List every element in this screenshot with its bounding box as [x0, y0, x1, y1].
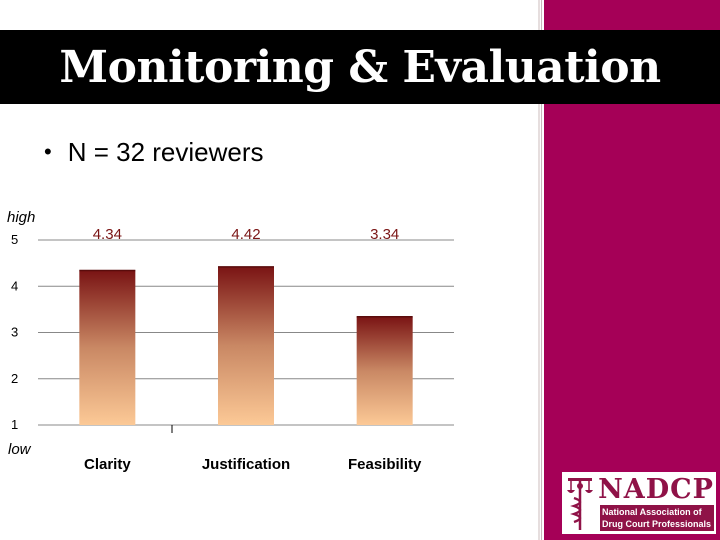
- bar-feasibility: [356, 316, 413, 425]
- bar-clarity: [79, 270, 136, 425]
- bar-chart: 1 2 3 4 5 high low 4.34 Clarity 4.42 Justification…: [7, 209, 454, 473]
- logo-subtitle-line-2: Drug Court Professionals: [602, 519, 712, 529]
- data-label-clarity: 4.34: [93, 226, 122, 243]
- y-tick-label-2: 2: [11, 371, 18, 386]
- category-label-clarity: Clarity: [84, 456, 131, 473]
- title-bar: Monitoring & Evaluation: [0, 30, 720, 104]
- logo-subtitle: National Association of Drug Court Profe…: [600, 505, 714, 531]
- slide-title: Monitoring & Evaluation: [59, 41, 661, 93]
- category-label-feasibility: Feasibility: [348, 456, 422, 473]
- nadcp-logo: NADCP National Association of Drug Court…: [562, 472, 716, 534]
- y-tick-label-4: 4: [11, 278, 18, 293]
- side-divider-line: [538, 0, 540, 540]
- caduceus-scale-icon: [567, 478, 593, 530]
- category-label-justification: Justification: [202, 456, 290, 473]
- y-tick-label-1: 1: [11, 417, 18, 432]
- bullet-item: • N = 32 reviewers: [44, 134, 264, 170]
- side-divider-line-thin: [541, 0, 542, 540]
- logo-subtitle-line-1: National Association of: [602, 507, 702, 517]
- y-tick-label-3: 3: [11, 325, 18, 340]
- bullet-text: N = 32 reviewers: [67, 136, 264, 167]
- bullet-dot-icon: •: [44, 139, 52, 164]
- y-axis-high-label: high: [7, 209, 35, 226]
- data-label-justification: 4.42: [231, 226, 260, 243]
- logo-wordmark: NADCP: [598, 473, 714, 505]
- y-tick-label-5: 5: [11, 232, 18, 247]
- y-axis-low-label: low: [8, 441, 32, 458]
- data-label-feasibility: 3.34: [370, 226, 399, 243]
- bar-justification: [218, 266, 274, 425]
